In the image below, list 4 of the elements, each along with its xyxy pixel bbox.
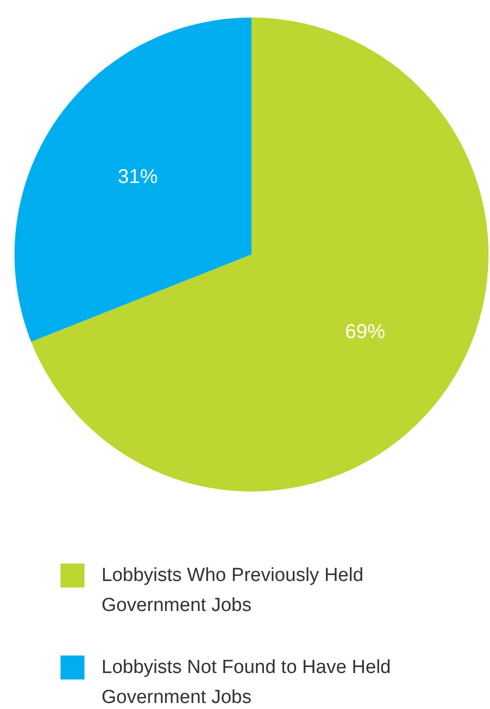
legend-label: Lobbyists Not Found to Have Held Government Jobs (102, 657, 391, 708)
legend-label: Lobbyists Who Previously Held Government Jobs (102, 565, 364, 616)
data-label: 31% (118, 166, 158, 188)
data-label: 69% (345, 320, 386, 343)
